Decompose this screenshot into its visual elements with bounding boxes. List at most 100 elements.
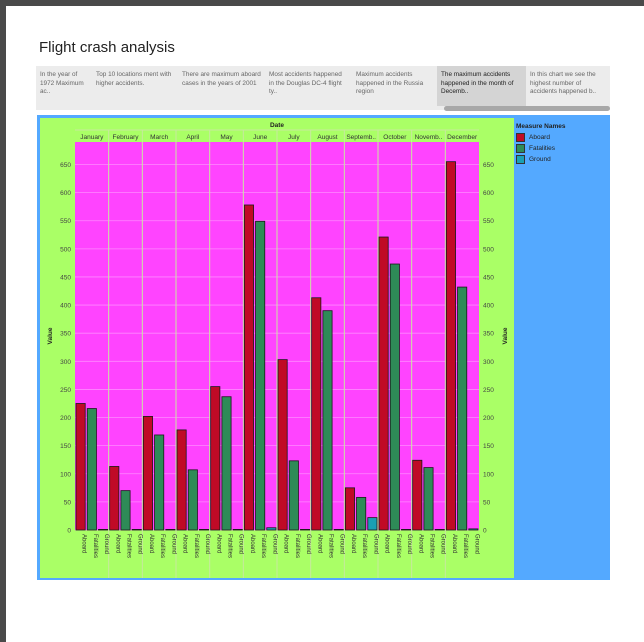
measure-axis-label: Fatalities: [126, 534, 132, 558]
measure-axis-label: Aboard: [182, 534, 188, 553]
y-tick-label-right: 550: [483, 218, 494, 225]
measure-axis-label: Fatalities: [260, 534, 266, 558]
measure-axis-label: Ground: [204, 534, 210, 554]
y-tick-label-left: 300: [60, 359, 71, 366]
measure-axis-label: Aboard: [148, 534, 154, 553]
y-tick-label-left: 400: [60, 303, 71, 310]
y-tick-label-right: 500: [483, 246, 494, 253]
bar-aboard: [109, 466, 120, 531]
bar-aboard: [176, 429, 187, 531]
measure-axis-label: Ground: [440, 534, 446, 554]
bar-fatalities: [288, 460, 299, 531]
month-label: January: [80, 134, 104, 141]
bar-fatalities: [457, 286, 468, 531]
story-point-5[interactable]: Maximum accidents happened in the Russia…: [356, 71, 424, 95]
bar-aboard: [243, 204, 254, 531]
legend-label: Aboard: [529, 134, 550, 141]
legend-swatch: [516, 133, 525, 142]
month-label: May: [220, 134, 233, 141]
y-tick-label-right: 250: [483, 387, 494, 394]
y-tick-label-right: 650: [483, 162, 494, 169]
y-tick-label-right: 100: [483, 471, 494, 478]
measure-axis-label: Aboard: [451, 534, 457, 553]
bar-fatalities: [255, 220, 266, 531]
bar-aboard: [142, 416, 153, 531]
measure-axis-label: Aboard: [81, 534, 87, 553]
y-tick-label-right: 200: [483, 415, 494, 422]
bar-ground: [401, 529, 412, 531]
measure-axis-label: Ground: [372, 534, 378, 554]
month-label: July: [288, 134, 300, 141]
y-axis-title-left: Value: [47, 327, 54, 344]
story-point-7[interactable]: In this chart we see the highest number …: [530, 71, 597, 95]
y-tick-label-right: 350: [483, 331, 494, 338]
measure-axis-label: Aboard: [249, 534, 255, 553]
y-tick-label-left: 350: [60, 331, 71, 338]
story-point-3[interactable]: There are maximum aboard cases in the ye…: [182, 71, 261, 87]
legend-item-ground[interactable]: Ground: [516, 154, 566, 165]
measure-axis-label: Fatalities: [92, 534, 98, 558]
measure-axis-label: Ground: [103, 534, 109, 554]
y-tick-label-right: 0: [483, 528, 487, 535]
month-label: December: [447, 134, 478, 141]
measure-axis-label: Ground: [238, 534, 244, 554]
measure-axis-label: Fatalities: [294, 534, 300, 558]
month-label: August: [317, 134, 337, 141]
window-frame-top: [0, 0, 644, 6]
month-label: June: [253, 134, 267, 141]
bar-aboard: [344, 487, 355, 531]
measure-axis-label: Aboard: [283, 534, 289, 553]
legend-label: Fatalities: [529, 145, 556, 152]
measure-axis-label: Ground: [137, 534, 143, 554]
legend-label: Ground: [529, 156, 551, 163]
column-header-title: Date: [270, 122, 284, 129]
y-tick-label-right: 300: [483, 359, 494, 366]
measure-axis-label: Fatalities: [395, 534, 401, 558]
bar-aboard: [210, 386, 221, 531]
y-tick-label-left: 650: [60, 162, 71, 169]
bar-aboard: [311, 297, 322, 531]
month-label: Novemb..: [415, 134, 443, 141]
legend-item-aboard[interactable]: Aboard: [516, 132, 566, 143]
y-tick-label-right: 600: [483, 190, 494, 197]
bar-ground: [199, 529, 210, 531]
bar-fatalities: [322, 310, 333, 531]
y-tick-label-right: 400: [483, 303, 494, 310]
measure-axis-label: Ground: [339, 534, 345, 554]
bar-aboard: [277, 359, 288, 531]
bar-fatalities: [154, 434, 165, 531]
measure-axis-label: Fatalities: [462, 534, 468, 558]
bar-ground: [300, 529, 311, 531]
measure-axis-label: Aboard: [384, 534, 390, 553]
bar-ground: [232, 529, 243, 531]
measure-axis-label: Ground: [473, 534, 479, 554]
bar-ground: [165, 529, 176, 531]
y-tick-label-left: 500: [60, 246, 71, 253]
bar-fatalities: [86, 408, 97, 531]
story-point-4[interactable]: Most accidents happened in the Douglas D…: [269, 71, 342, 95]
bar-ground: [333, 529, 344, 531]
story-point-2[interactable]: Top 10 locations ment with higher accide…: [96, 71, 172, 87]
bar-aboard: [378, 236, 389, 531]
measure-axis-label: Ground: [406, 534, 412, 554]
story-scrollbar[interactable]: [444, 106, 610, 111]
bar-fatalities: [423, 467, 434, 531]
y-tick-label-right: 50: [483, 499, 491, 506]
window-frame-left: [0, 0, 6, 642]
legend-item-fatalities[interactable]: Fatalities: [516, 143, 566, 154]
story-point-1[interactable]: In the year of 1972 Maximum ac..: [40, 71, 84, 95]
y-tick-label-right: 150: [483, 443, 494, 450]
measure-axis-label: Fatalities: [159, 534, 165, 558]
month-label: March: [150, 134, 168, 141]
story-point-6[interactable]: The maximum accidents happened in the mo…: [437, 66, 526, 106]
story-navigator: In the year of 1972 Maximum ac.. Top 10 l…: [36, 66, 610, 110]
y-tick-label-left: 550: [60, 218, 71, 225]
bar-ground: [367, 517, 378, 531]
y-axis-title-right: Value: [502, 327, 509, 344]
y-tick-label-right: 450: [483, 274, 494, 281]
measure-axis-label: Fatalities: [361, 534, 367, 558]
bar-ground: [131, 529, 142, 531]
measure-axis-label: Aboard: [417, 534, 423, 553]
bar-aboard: [75, 403, 86, 531]
measure-axis-label: Ground: [170, 534, 176, 554]
